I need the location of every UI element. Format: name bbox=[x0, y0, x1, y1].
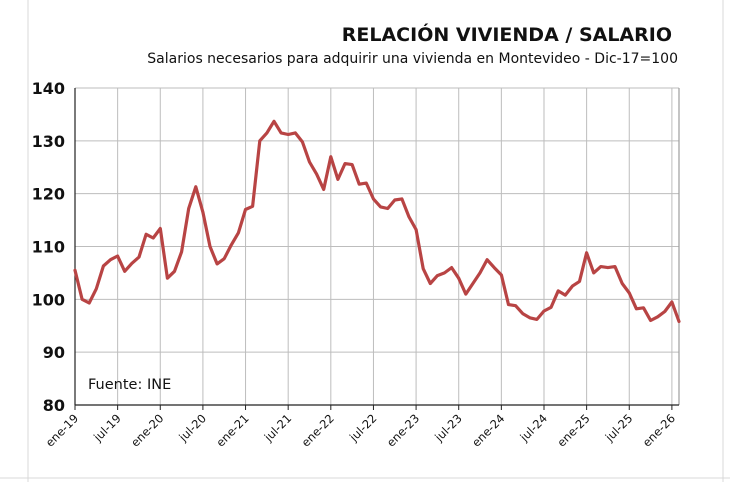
y-tick-label: 80 bbox=[43, 396, 65, 415]
x-tick-label: ene-24 bbox=[469, 411, 507, 449]
y-tick-label: 110 bbox=[32, 238, 65, 257]
y-tick-label: 90 bbox=[43, 343, 65, 362]
x-tick-label: jul-25 bbox=[602, 411, 636, 445]
x-tick-label: jul-23 bbox=[431, 411, 465, 445]
y-tick-label: 140 bbox=[32, 79, 65, 98]
x-tick-label: ene-23 bbox=[384, 411, 422, 449]
x-tick-label: ene-21 bbox=[213, 411, 251, 449]
y-tick-label: 100 bbox=[32, 290, 65, 309]
source-note: Fuente: INE bbox=[88, 377, 172, 393]
x-tick-label: jul-20 bbox=[175, 411, 209, 445]
chart-subtitle: Salarios necesarios para adquirir una vi… bbox=[147, 51, 678, 67]
y-tick-label: 130 bbox=[32, 132, 65, 151]
x-tick-label: ene-25 bbox=[554, 411, 592, 449]
x-tick-label: ene-19 bbox=[43, 411, 81, 449]
x-tick-label: jul-24 bbox=[517, 411, 551, 445]
x-tick-label: ene-22 bbox=[299, 411, 337, 449]
x-tick-label: ene-26 bbox=[640, 411, 678, 449]
y-tick-label: 120 bbox=[32, 185, 65, 204]
x-tick-label: jul-21 bbox=[261, 411, 295, 445]
chart-title: RELACIÓN VIVIENDA / SALARIO bbox=[341, 24, 672, 46]
x-tick-label: ene-20 bbox=[128, 411, 166, 449]
series-line bbox=[73, 119, 681, 324]
x-tick-label: jul-19 bbox=[90, 411, 124, 445]
x-tick-label: jul-22 bbox=[346, 411, 380, 445]
